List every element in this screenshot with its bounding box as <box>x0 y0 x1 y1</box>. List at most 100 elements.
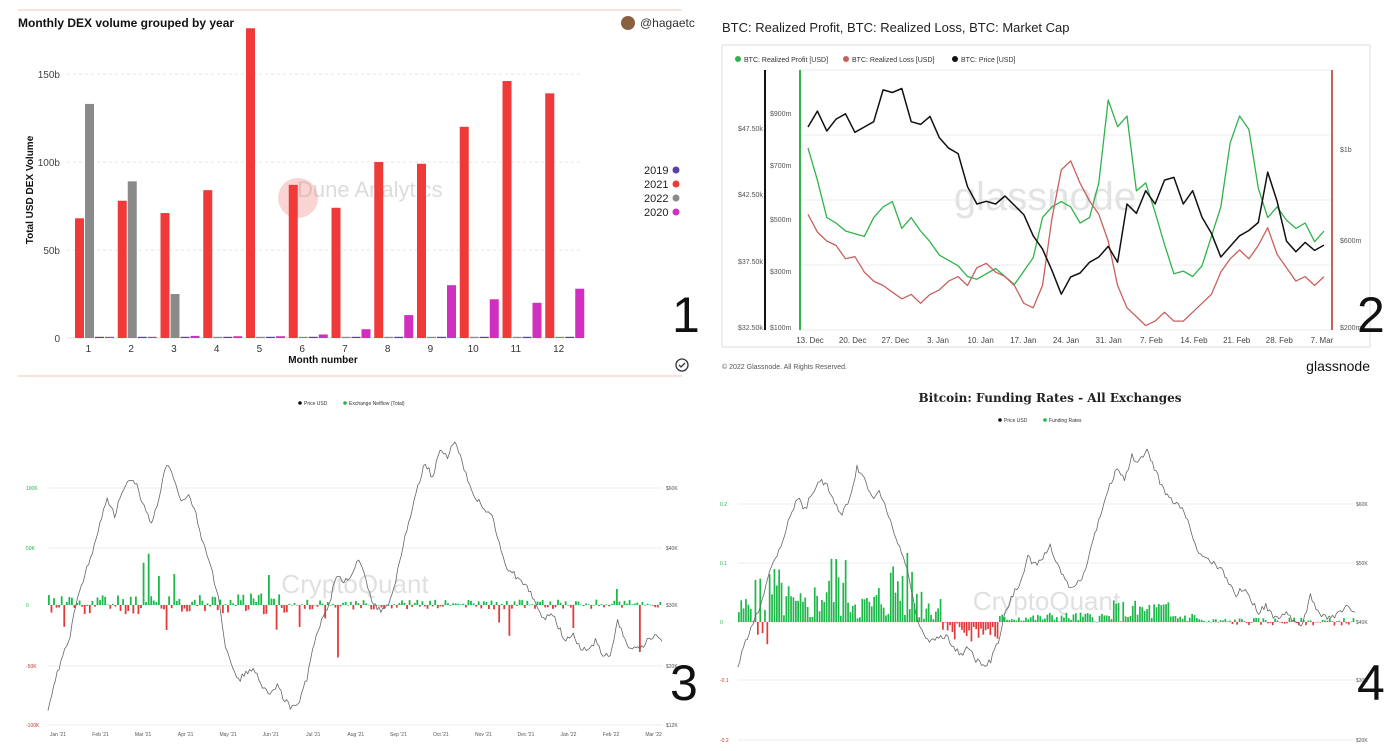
netflow-bar <box>317 605 319 607</box>
netflow-bar <box>814 587 816 622</box>
chart-title: Monthly DEX volume grouped by year <box>18 16 234 30</box>
netflow-bar <box>209 605 211 607</box>
netflow-bar <box>178 599 180 605</box>
netflow-bar <box>971 622 973 641</box>
netflow-bar <box>933 619 935 622</box>
x-tick-label: Jan '22 <box>561 732 577 738</box>
x-tick-label: 31. Jan <box>1096 336 1122 345</box>
y-tick-price: $47.50k <box>738 126 763 133</box>
netflow-bar <box>58 605 60 607</box>
netflow-bar <box>422 601 424 605</box>
netflow-bar <box>465 605 467 607</box>
bar-2019-12 <box>565 337 574 338</box>
netflow-bar <box>850 612 852 622</box>
netflow-bar <box>619 602 621 605</box>
x-tick-label: 20. Dec <box>839 336 867 345</box>
netflow-bar <box>437 605 439 608</box>
netflow-bar <box>1244 621 1246 622</box>
netflow-bar <box>61 596 63 605</box>
netflow-bar <box>452 603 454 605</box>
author-avatar <box>621 16 635 30</box>
netflow-bar <box>401 600 403 605</box>
x-tick-label: 3 <box>171 344 177 355</box>
netflow-bar <box>1073 614 1075 622</box>
netflow-bar <box>491 601 493 605</box>
netflow-bar <box>434 600 436 605</box>
netflow-bar <box>1343 618 1345 622</box>
netflow-bar <box>1132 606 1134 622</box>
netflow-bar <box>778 570 780 622</box>
legend-swatch <box>1043 418 1047 422</box>
netflow-bar <box>1327 621 1329 622</box>
netflow-bar <box>649 605 651 606</box>
netflow-bar <box>294 603 296 605</box>
netflow-bar <box>1165 604 1167 622</box>
netflow-bar <box>404 603 406 605</box>
netflow-bar <box>135 597 137 605</box>
netflow-bar <box>268 575 270 605</box>
netflow-bar <box>567 605 569 606</box>
netflow-bar <box>923 619 925 622</box>
netflow-bar <box>355 601 357 605</box>
netflow-bar <box>1037 615 1039 622</box>
netflow-bar <box>1028 619 1030 622</box>
netflow-bar <box>455 603 457 605</box>
bar-2020-6 <box>319 334 328 338</box>
netflow-bar <box>102 595 104 605</box>
netflow-bar <box>1281 622 1283 623</box>
netflow-bar <box>1106 615 1108 622</box>
netflow-bar <box>217 605 219 610</box>
bar-2019-7 <box>352 337 361 338</box>
y-tick-right: $60K <box>666 486 678 492</box>
netflow-bar <box>793 597 795 622</box>
x-tick-label: 3. Jan <box>927 336 949 345</box>
netflow-bar <box>902 576 904 622</box>
netflow-bar <box>1168 602 1170 622</box>
netflow-bar <box>1006 620 1008 622</box>
netflow-bar <box>1149 605 1151 622</box>
netflow-bar <box>150 596 152 605</box>
bar-2019-3 <box>181 337 190 338</box>
bar-2019-4 <box>223 337 232 338</box>
netflow-bar <box>1341 622 1343 625</box>
netflow-bar <box>358 603 360 605</box>
watermark-logo <box>278 178 318 218</box>
netflow-bar <box>296 605 298 606</box>
y-tick-left: 0.2 <box>720 502 727 508</box>
netflow-bar <box>120 605 122 611</box>
netflow-bar <box>892 566 894 622</box>
netflow-bar <box>961 622 963 630</box>
netflow-bar <box>1016 620 1018 622</box>
panel-number-4: 4 <box>1357 658 1385 708</box>
netflow-bar <box>590 605 592 609</box>
y-tick-label: 50b <box>43 246 60 257</box>
netflow-bar <box>1310 620 1312 622</box>
netflow-bar <box>227 605 229 612</box>
y-tick-left: 0.1 <box>720 561 727 567</box>
netflow-bar <box>1319 622 1321 623</box>
footer-copyright: © 2022 Glassnode. All Rights Reserved. <box>722 363 847 371</box>
bar-2021-6 <box>289 185 298 338</box>
netflow-bar <box>309 605 311 609</box>
netflow-bar <box>432 605 434 606</box>
legend-label: Price USD <box>304 401 328 407</box>
netflow-bar <box>84 605 86 614</box>
netflow-bar <box>652 605 654 606</box>
legend-label: Exchange Netflow (Total) <box>349 401 405 407</box>
netflow-bar <box>759 579 761 622</box>
netflow-bar <box>1208 621 1210 622</box>
netflow-bar <box>997 622 999 639</box>
netflow-bar <box>740 600 742 622</box>
netflow-bar <box>1068 618 1070 622</box>
netflow-bar <box>790 596 792 622</box>
netflow-bar <box>378 605 380 606</box>
netflow-bar <box>230 600 232 605</box>
netflow-bar <box>588 604 590 605</box>
netflow-bar <box>352 605 354 609</box>
netflow-bar <box>1175 616 1177 622</box>
y-tick-left: -0.1 <box>720 678 729 684</box>
bar-2021-9 <box>417 164 426 338</box>
netflow-bar <box>1058 622 1060 623</box>
netflow-bar <box>89 605 91 613</box>
netflow-bar <box>158 576 160 605</box>
